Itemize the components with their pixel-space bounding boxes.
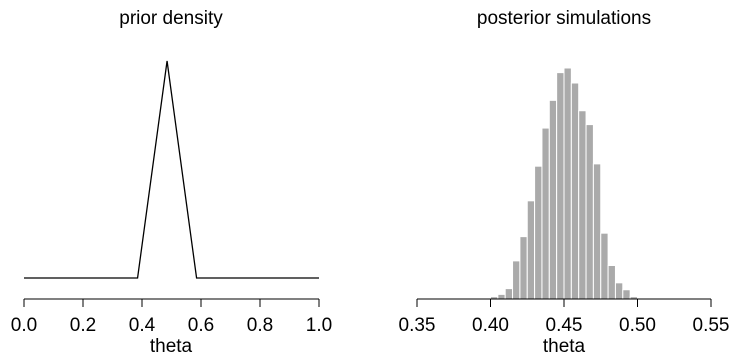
histogram-bar xyxy=(526,200,536,300)
histogram-bar xyxy=(497,293,506,300)
prior-density-tick-label: 0.4 xyxy=(129,315,156,336)
posterior-simulations-tick-label: 0.55 xyxy=(693,315,730,336)
histogram-bar xyxy=(585,124,594,300)
histogram-bar xyxy=(614,282,624,300)
prior-density-panel: prior density 0.0 0.2 0.4 0.6 0.8 1.0 theta xyxy=(11,8,332,356)
histogram-bar xyxy=(556,72,565,300)
posterior-simulations-tick-label: 0.45 xyxy=(546,315,583,336)
posterior-simulations-panel: posterior simulations 0.35 0.40 0.45 0.50 0.… xyxy=(399,8,730,356)
posterior-simulations-x-axis: 0.35 0.40 0.45 0.50 0.55 xyxy=(399,298,730,336)
histogram-bar xyxy=(512,260,521,300)
histogram-bar xyxy=(534,165,543,300)
histogram-bar xyxy=(541,127,550,300)
posterior-simulations-tick-label: 0.40 xyxy=(472,315,509,336)
histogram-bar xyxy=(578,110,587,300)
prior-density-title: prior density xyxy=(119,8,223,29)
posterior-simulations-title: posterior simulations xyxy=(477,8,651,29)
prior-density-tick-label: 0.6 xyxy=(188,315,214,336)
histogram-bar xyxy=(563,67,572,300)
histogram-bar xyxy=(622,289,631,300)
prior-density-tick-label: 0.8 xyxy=(247,315,273,336)
histogram-bar xyxy=(519,236,528,300)
prior-density-tick-label: 1.0 xyxy=(306,315,332,336)
histogram-bar xyxy=(600,232,609,300)
prior-density-curve xyxy=(24,60,319,279)
posterior-simulations-xlabel: theta xyxy=(543,336,586,356)
prior-density-x-axis: 0.0 0.2 0.4 0.6 0.8 1.0 xyxy=(11,298,332,336)
prior-density-tick-label: 0.2 xyxy=(70,315,96,336)
histogram-bar xyxy=(570,82,580,300)
prior-density-tick-label: 0.0 xyxy=(11,315,37,336)
histogram-bar xyxy=(504,288,514,300)
posterior-simulations-tick-label: 0.35 xyxy=(399,315,436,336)
prior-density-xlabel: theta xyxy=(150,336,193,356)
histogram-bar xyxy=(548,99,558,300)
posterior-simulations-tick-label: 0.50 xyxy=(619,315,656,336)
histogram-bar xyxy=(592,163,602,300)
histogram-bar xyxy=(607,265,616,300)
posterior-histogram-bars xyxy=(482,67,639,300)
